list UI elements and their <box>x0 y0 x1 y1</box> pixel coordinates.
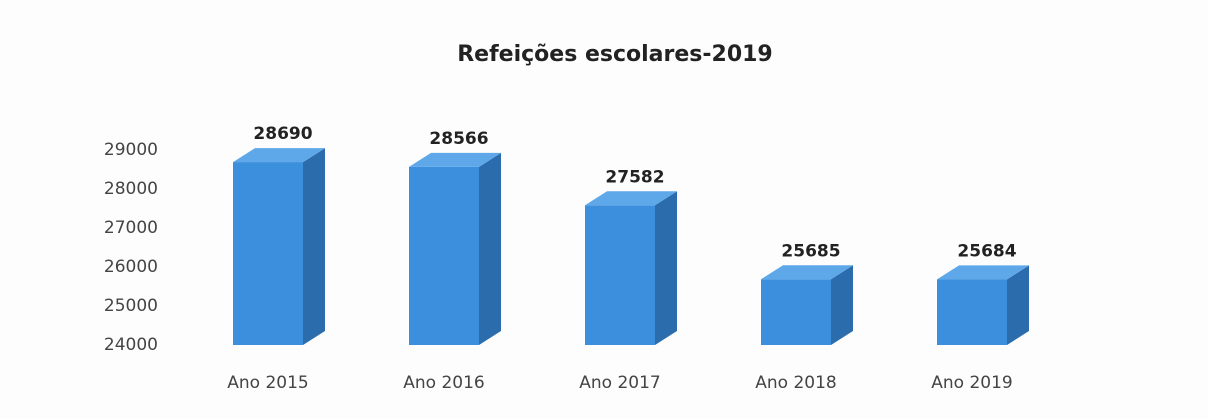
data-label: 27582 <box>605 167 664 187</box>
data-label: 28690 <box>253 124 312 144</box>
y-tick-label: 29000 <box>104 140 158 160</box>
data-label: 28566 <box>429 129 488 149</box>
bar <box>761 265 853 345</box>
y-tick-label: 24000 <box>104 335 158 355</box>
bar-side <box>831 265 853 345</box>
y-tick-label: 26000 <box>104 257 158 277</box>
bar-top <box>233 148 325 163</box>
x-tick-label: Ano 2017 <box>579 373 660 393</box>
data-label: 25684 <box>957 241 1016 261</box>
x-tick-label: Ano 2018 <box>755 373 836 393</box>
bar-side <box>303 148 325 345</box>
bar-top <box>409 152 501 167</box>
chart-title: Refeições escolares-2019 <box>457 42 773 67</box>
bar-front <box>409 166 479 345</box>
bar <box>233 148 325 345</box>
y-tick-label: 25000 <box>104 296 158 316</box>
bar-top <box>585 191 677 206</box>
x-tick-label: Ano 2019 <box>931 373 1012 393</box>
bar-front <box>937 279 1007 345</box>
bar-front <box>761 279 831 345</box>
bar <box>409 152 501 345</box>
data-label: 25685 <box>781 241 840 261</box>
bar-front <box>233 162 303 345</box>
bar-front <box>585 205 655 345</box>
x-tick-label: Ano 2016 <box>403 373 484 393</box>
bar <box>585 191 677 345</box>
y-tick-label: 28000 <box>104 179 158 199</box>
bar-side <box>1007 265 1029 345</box>
bar-side <box>655 191 677 345</box>
bar-side <box>479 152 501 345</box>
bar <box>937 265 1029 345</box>
y-tick-label: 27000 <box>104 218 158 238</box>
bar-top <box>761 265 853 280</box>
bar-top <box>937 265 1029 280</box>
x-tick-label: Ano 2015 <box>227 373 308 393</box>
